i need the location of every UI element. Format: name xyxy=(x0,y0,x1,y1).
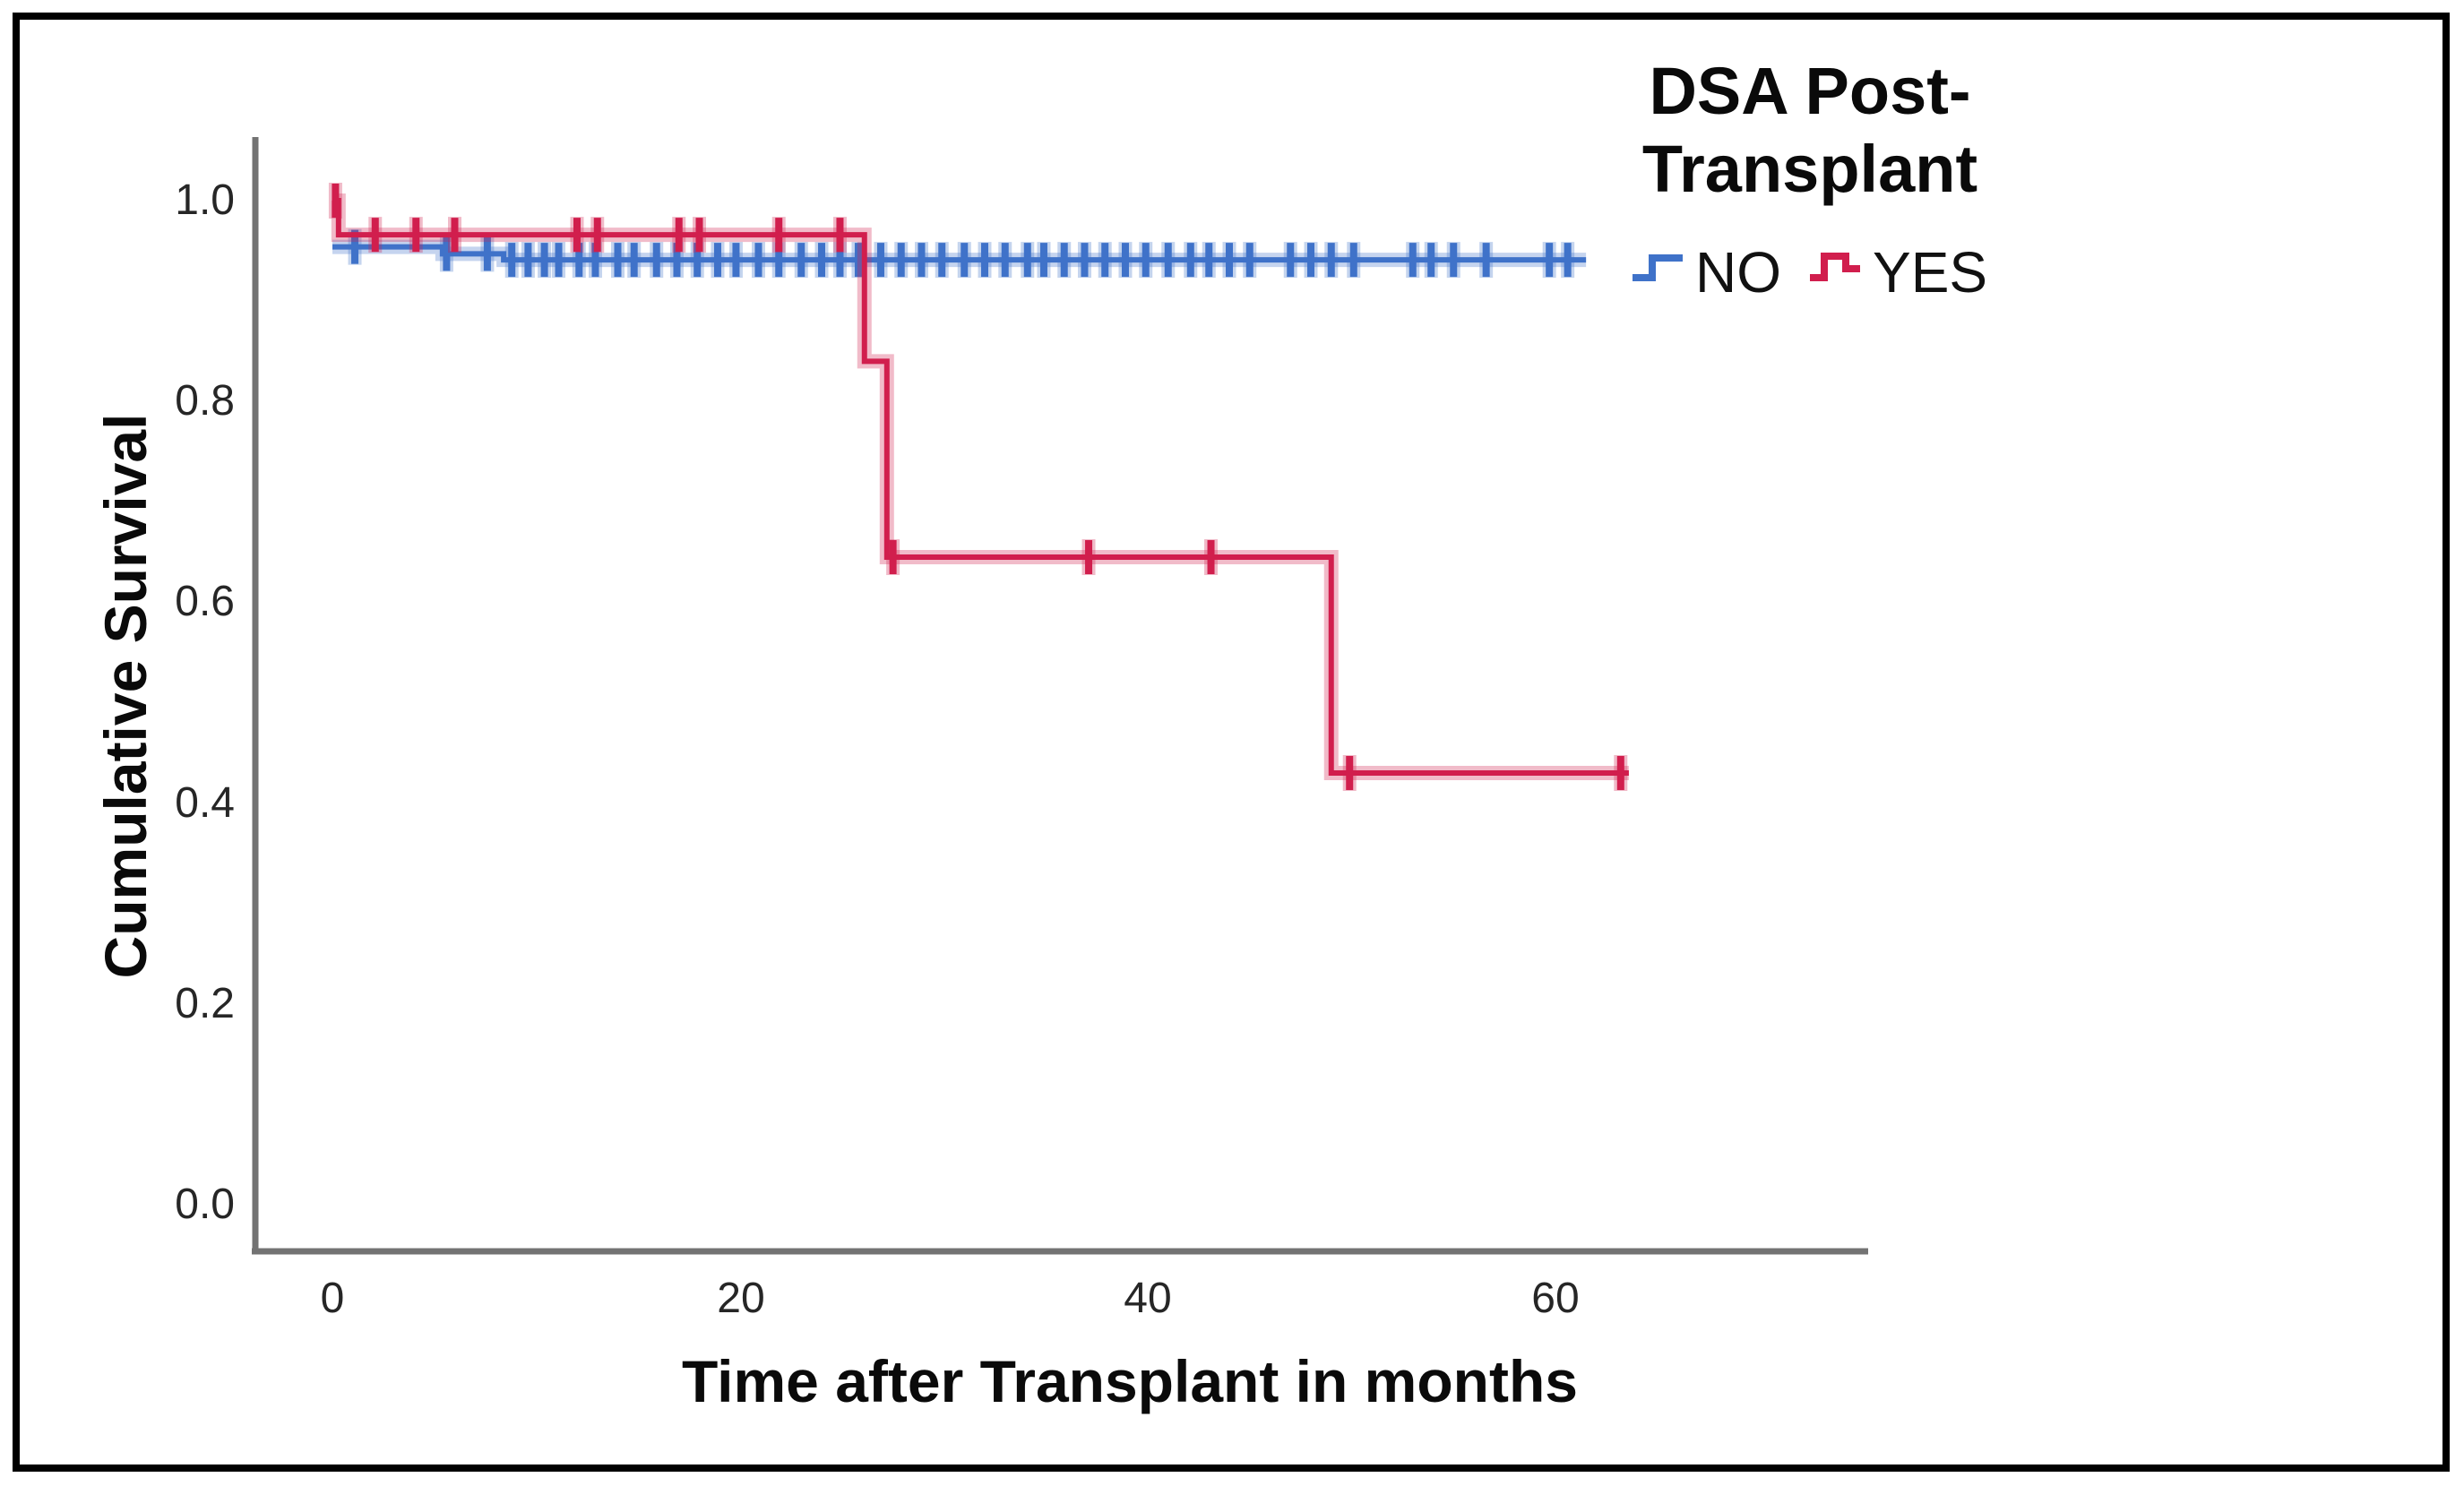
y-tick-1.0: 1.0 xyxy=(175,176,235,224)
y-tick-0.0: 0.0 xyxy=(175,1181,235,1228)
x-tick-40: 40 xyxy=(1124,1275,1172,1322)
survival-curves xyxy=(328,183,1629,791)
survival-curve-halo-yes xyxy=(331,193,1629,780)
legend-title-line2: Transplant xyxy=(1641,132,1978,207)
y-tick-0.6: 0.6 xyxy=(175,578,235,625)
legend-step-icon-yes xyxy=(1810,253,1860,281)
figure-border xyxy=(13,13,2450,1472)
legend-step-icon-no xyxy=(1633,254,1683,281)
y-tick-0.2: 0.2 xyxy=(175,980,235,1027)
legend-label-yes: YES xyxy=(1873,240,1988,305)
x-tick-0: 0 xyxy=(320,1275,345,1322)
y-tick-0.4: 0.4 xyxy=(175,779,235,827)
y-tick-0.8: 0.8 xyxy=(175,377,235,425)
legend-title: DSA Post- Transplant xyxy=(1550,52,2070,209)
x-axis-title: Time after Transplant in months xyxy=(682,1348,1578,1414)
y-axis-title: Cumulative Survival xyxy=(92,413,159,979)
legend-label-no: NO xyxy=(1695,240,1781,305)
x-tick-60: 60 xyxy=(1531,1275,1580,1322)
x-tick-20: 20 xyxy=(717,1275,765,1322)
survival-curve-no xyxy=(332,244,1587,263)
survival-curve-yes xyxy=(332,198,1629,776)
legend-title-line1: DSA Post- xyxy=(1649,54,1971,128)
